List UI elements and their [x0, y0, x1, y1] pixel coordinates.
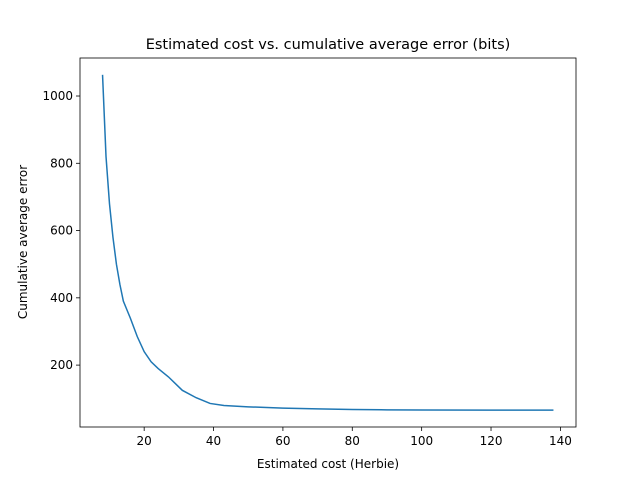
x-tick-label: 60	[275, 434, 290, 448]
x-tick-label: 20	[137, 434, 152, 448]
y-tick-label: 400	[50, 291, 73, 305]
y-axis-label: Cumulative average error	[16, 165, 30, 319]
x-tick-label: 80	[345, 434, 360, 448]
y-tick-label: 600	[50, 224, 73, 238]
axes-frame	[79, 57, 577, 428]
x-axis-label: Estimated cost (Herbie)	[257, 457, 399, 471]
chart-title: Estimated cost vs. cumulative average er…	[146, 37, 511, 53]
y-tick-label: 1000	[42, 89, 73, 103]
y-tick-label: 800	[50, 156, 73, 170]
x-tick-label: 140	[549, 434, 572, 448]
y-tick-label: 200	[50, 358, 73, 372]
x-tick-label: 100	[410, 434, 433, 448]
data-line	[101, 74, 554, 411]
x-tick-label: 40	[206, 434, 221, 448]
x-tick-label: 120	[480, 434, 503, 448]
